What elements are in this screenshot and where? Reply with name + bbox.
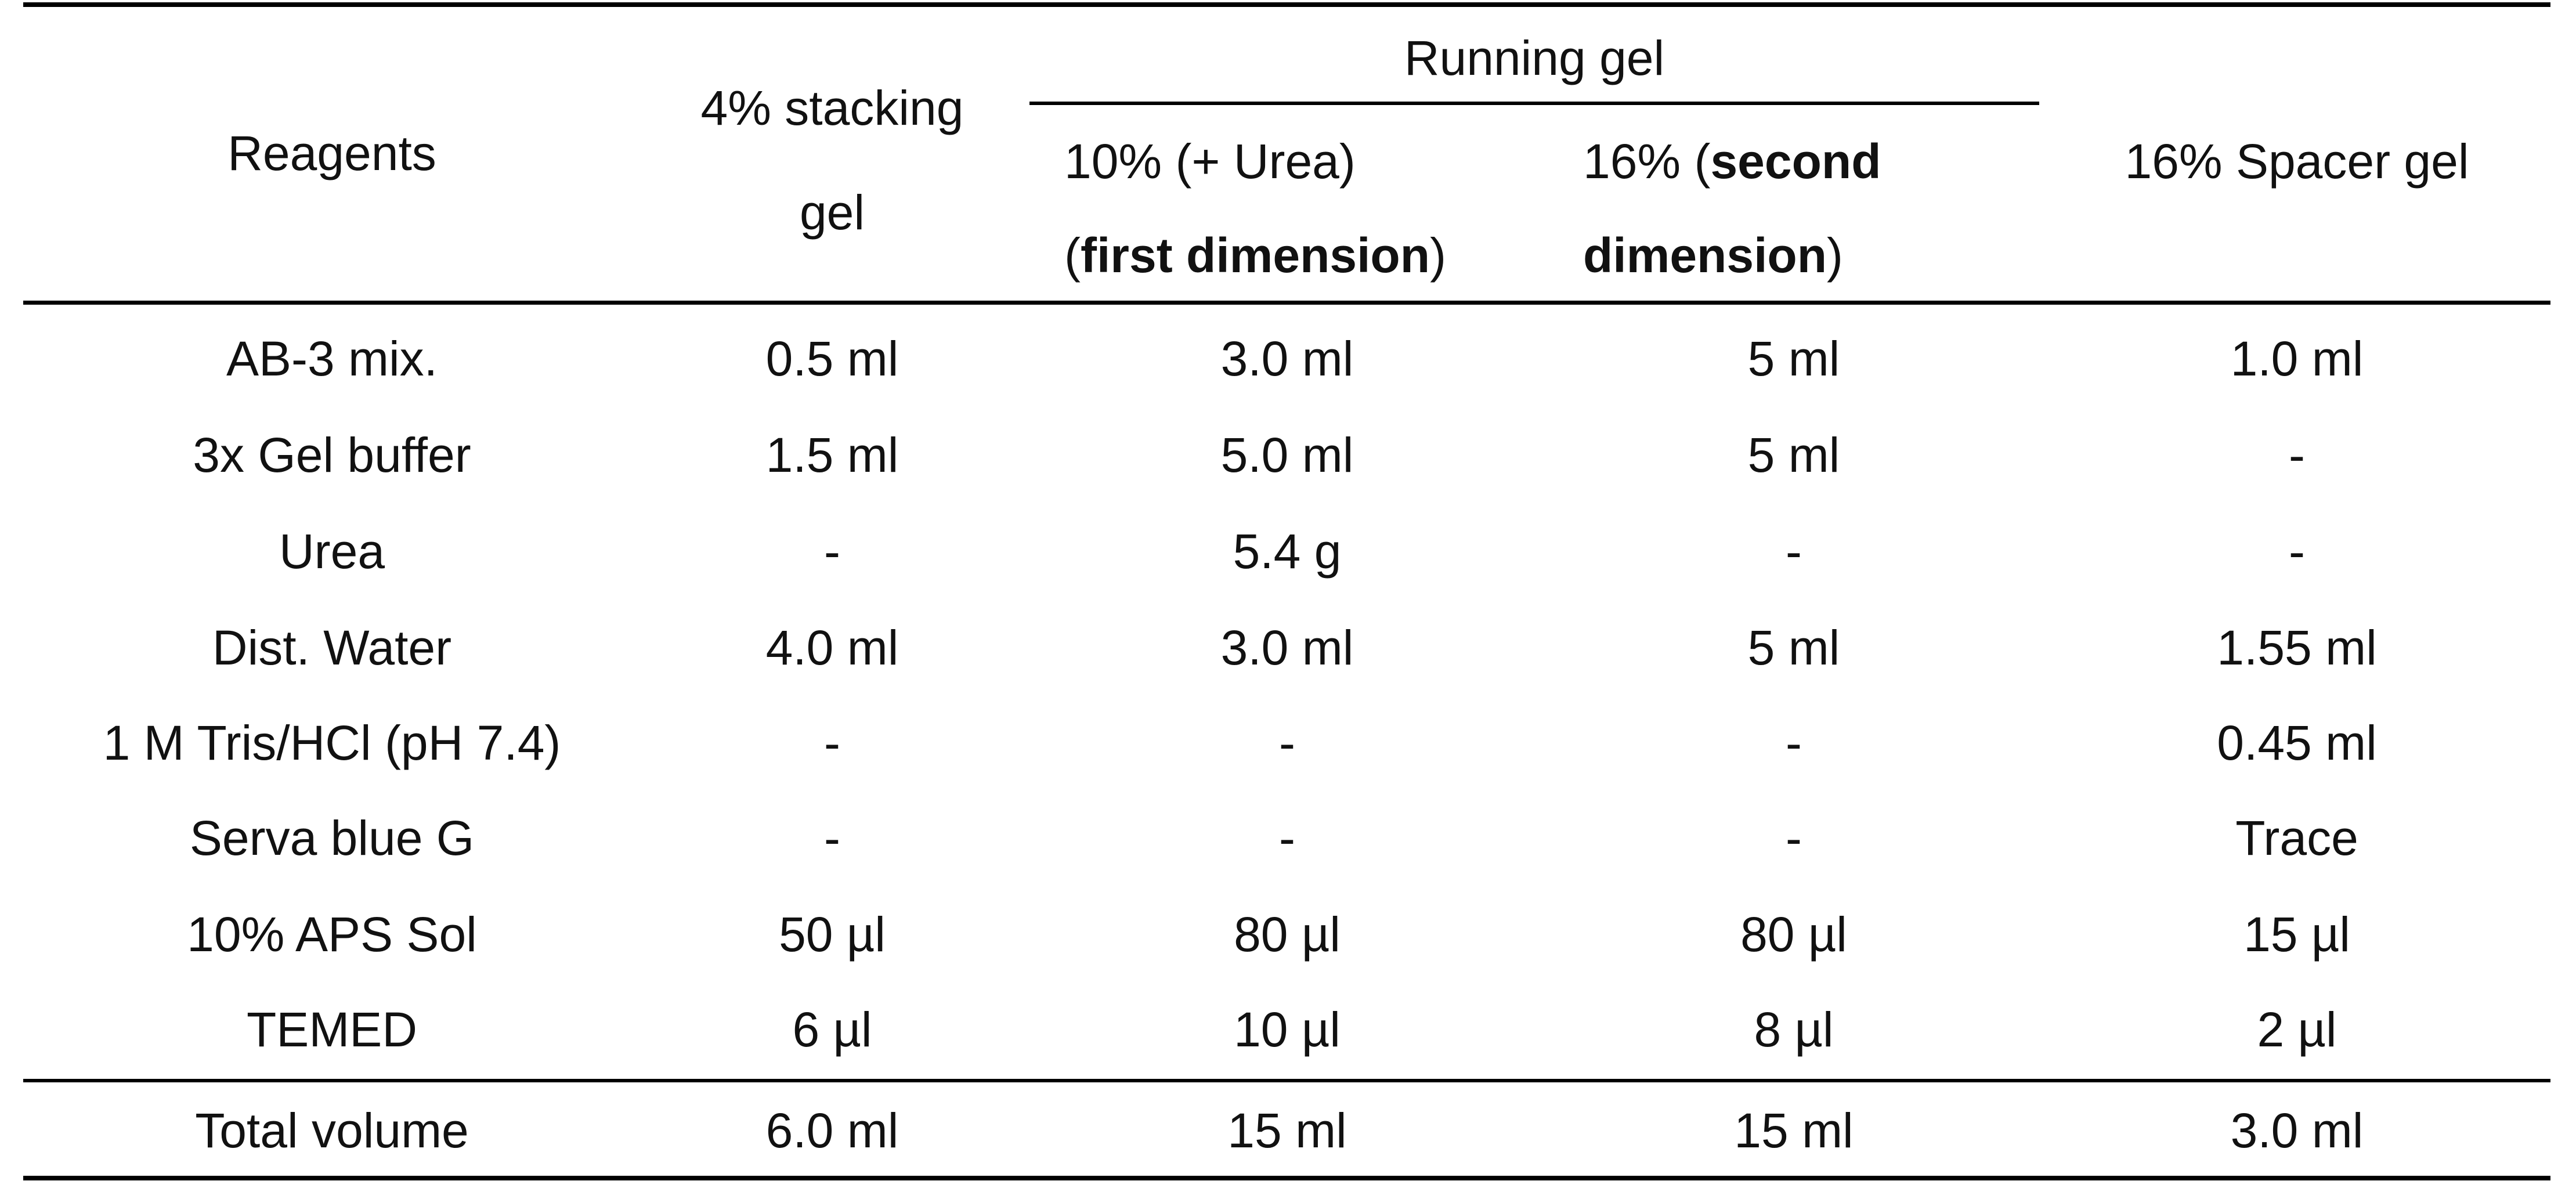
header-dimension-bold: dimension <box>1583 228 1827 283</box>
row-reagent: 10% APS Sol <box>187 907 477 962</box>
row-spacer: - <box>2289 428 2305 482</box>
running-gel-span-rule <box>1029 102 2039 105</box>
header-second-dimension-line1: 16% (second <box>1583 137 1881 186</box>
total-spacer: 3.0 ml <box>2230 1103 2364 1158</box>
header-second-dimension-line2: dimension) <box>1583 231 1843 280</box>
row-spacer: 1.0 ml <box>2230 331 2364 386</box>
header-second-plain: 16% ( <box>1583 134 1711 189</box>
total-separator-rule <box>23 1079 2550 1082</box>
row-spacer: 15 µl <box>2243 907 2350 962</box>
row-second: - <box>1786 716 1802 770</box>
row-second: - <box>1786 524 1802 579</box>
header-stacking-line1: 4% stacking <box>700 81 964 135</box>
row-stacking: 1.5 ml <box>765 428 899 482</box>
table-top-rule <box>23 2 2550 7</box>
row-spacer: - <box>2289 524 2305 579</box>
row-first: - <box>1279 811 1295 865</box>
row-first: 5.4 g <box>1233 524 1342 579</box>
header-stacking-line2: gel <box>799 185 865 240</box>
row-first: 5.0 ml <box>1220 428 1354 482</box>
row-first: - <box>1279 716 1295 770</box>
row-stacking: - <box>824 716 840 770</box>
row-reagent: TEMED <box>247 1002 417 1057</box>
table-bottom-rule <box>23 1176 2550 1180</box>
row-first: 3.0 ml <box>1220 331 1354 386</box>
row-stacking: 4.0 ml <box>765 620 899 675</box>
row-reagent: 1 M Tris/HCl (pH 7.4) <box>103 716 561 770</box>
total-second: 15 ml <box>1734 1103 1854 1158</box>
header-spacer-gel: 16% Spacer gel <box>2125 134 2469 189</box>
header-reagents: Reagents <box>227 126 436 180</box>
header-running-gel: Running gel <box>1404 31 1665 85</box>
header-second-bold: second <box>1710 134 1881 189</box>
row-second: - <box>1786 811 1802 865</box>
total-label: Total volume <box>195 1103 469 1158</box>
row-first: 3.0 ml <box>1220 620 1354 675</box>
row-spacer: 2 µl <box>2257 1002 2337 1057</box>
header-first-paren-close: ) <box>1430 228 1447 283</box>
row-second: 80 µl <box>1740 907 1847 962</box>
header-bottom-rule <box>23 301 2550 305</box>
row-second: 5 ml <box>1747 331 1840 386</box>
row-reagent: AB-3 mix. <box>226 331 438 386</box>
header-first-dimension-line1: 10% (+ Urea) <box>1064 134 1356 189</box>
row-stacking: - <box>824 524 840 579</box>
total-stacking: 6.0 ml <box>765 1103 899 1158</box>
row-stacking: 50 µl <box>779 907 886 962</box>
row-stacking: 6 µl <box>792 1002 872 1057</box>
row-second: 8 µl <box>1754 1002 1834 1057</box>
row-stacking: - <box>824 811 840 865</box>
row-reagent: 3x Gel buffer <box>193 428 471 482</box>
row-second: 5 ml <box>1747 620 1840 675</box>
row-first: 80 µl <box>1234 907 1341 962</box>
row-first: 10 µl <box>1234 1002 1341 1057</box>
row-second: 5 ml <box>1747 428 1840 482</box>
row-reagent: Dist. Water <box>212 620 452 675</box>
row-spacer: 1.55 ml <box>2217 620 2377 675</box>
row-spacer: 0.45 ml <box>2217 716 2377 770</box>
header-first-dimension-line2: (first dimension) <box>1064 231 1446 280</box>
total-first: 15 ml <box>1227 1103 1347 1158</box>
header-second-paren-close: ) <box>1827 228 1844 283</box>
row-spacer: Trace <box>2235 811 2358 865</box>
header-first-dimension-bold: first dimension <box>1080 228 1430 283</box>
row-stacking: 0.5 ml <box>765 331 899 386</box>
row-reagent: Serva blue G <box>189 811 475 865</box>
header-first-paren-open: ( <box>1064 228 1081 283</box>
row-reagent: Urea <box>279 524 385 579</box>
